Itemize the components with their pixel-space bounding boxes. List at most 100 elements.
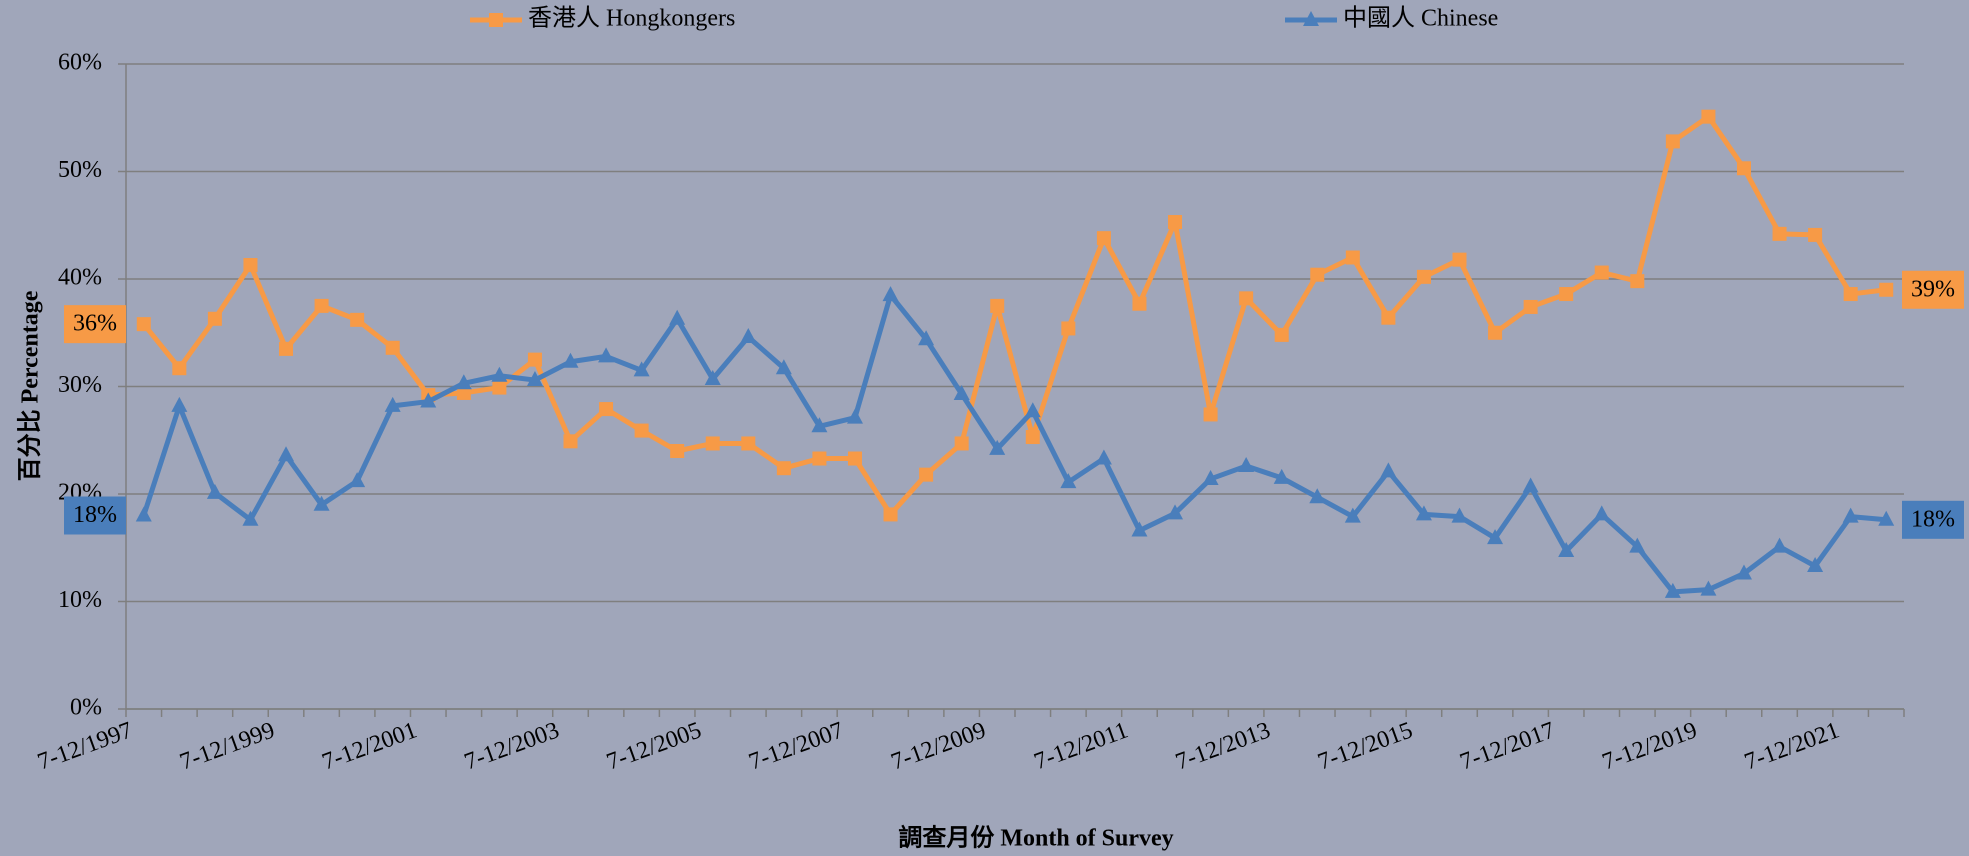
y-tick-label: 30% [58, 372, 102, 398]
marker [1593, 505, 1610, 521]
marker [776, 461, 791, 476]
value-label-box [1902, 500, 1964, 539]
marker [1629, 537, 1646, 553]
value-label: 18% [1911, 506, 1955, 532]
marker [492, 380, 507, 395]
marker [135, 506, 152, 522]
marker [1843, 287, 1858, 302]
marker [1415, 505, 1432, 521]
marker [385, 340, 400, 355]
marker [562, 352, 579, 368]
value-label: 36% [73, 311, 117, 337]
marker [1771, 537, 1788, 553]
marker [1523, 299, 1538, 314]
marker [1381, 310, 1396, 325]
marker [1344, 507, 1361, 523]
marker [1878, 510, 1895, 526]
marker [1594, 265, 1609, 280]
marker [384, 396, 401, 412]
marker [1203, 407, 1218, 422]
x-axis-title: 調查月份 Month of Survey [898, 824, 1173, 852]
marker [669, 309, 686, 325]
y-axis-title: 百分比 Percentage [17, 290, 44, 481]
y-tick-label: 0% [70, 695, 102, 721]
marker [633, 361, 650, 377]
marker [1452, 252, 1467, 267]
marker [1416, 269, 1431, 284]
marker [670, 444, 685, 458]
legend-label: 中國人 Chinese [1343, 5, 1498, 32]
marker [456, 385, 471, 400]
marker [1451, 507, 1468, 523]
marker [313, 495, 330, 511]
marker [1202, 469, 1219, 485]
marker [1168, 215, 1183, 230]
marker [1808, 227, 1823, 242]
marker [775, 359, 792, 375]
marker [1879, 282, 1894, 297]
marker [1665, 134, 1680, 149]
marker [1701, 109, 1716, 124]
marker [1630, 274, 1645, 289]
marker [1131, 521, 1148, 537]
marker [882, 286, 899, 302]
marker [491, 366, 508, 382]
marker [812, 451, 827, 466]
marker [1772, 226, 1787, 241]
marker [1096, 231, 1111, 246]
legend-marker [489, 13, 503, 27]
marker [705, 436, 720, 451]
marker [1488, 325, 1503, 340]
marker [1024, 402, 1041, 418]
marker [349, 472, 366, 488]
marker [526, 371, 543, 387]
marker [1132, 296, 1147, 311]
marker [136, 317, 151, 332]
marker [314, 298, 329, 313]
series-line [141, 292, 1887, 595]
legend-label: 香港人 Hongkongers [528, 5, 735, 32]
marker [1664, 582, 1681, 598]
marker [1095, 449, 1112, 465]
marker [455, 374, 472, 390]
value-label: 39% [1911, 276, 1955, 302]
marker [1309, 488, 1326, 504]
marker [350, 312, 365, 327]
marker [171, 396, 188, 412]
value-label: 18% [73, 502, 117, 528]
marker [1238, 457, 1255, 473]
legend-marker [1303, 11, 1319, 26]
y-tick-label: 60% [58, 50, 102, 76]
marker [278, 446, 295, 462]
marker [1736, 161, 1751, 176]
marker [1522, 477, 1539, 493]
marker [598, 347, 615, 363]
marker [1700, 580, 1717, 596]
marker [1345, 250, 1360, 265]
marker [599, 402, 614, 417]
marker [1274, 327, 1289, 342]
marker [1167, 504, 1184, 520]
marker [918, 330, 935, 346]
marker [953, 385, 970, 401]
value-label-box [64, 305, 126, 344]
marker [1025, 430, 1040, 445]
marker [1239, 291, 1254, 306]
marker [527, 352, 542, 367]
marker [847, 451, 862, 466]
y-tick-label: 50% [58, 157, 102, 183]
marker [1061, 321, 1076, 336]
marker [846, 408, 863, 424]
marker [919, 467, 934, 482]
marker [279, 341, 294, 356]
marker [740, 328, 757, 344]
marker [1310, 267, 1325, 282]
y-tick-label: 40% [58, 265, 102, 291]
marker [1273, 468, 1290, 484]
marker [1558, 541, 1575, 557]
marker [207, 311, 222, 326]
marker [1380, 462, 1397, 478]
marker [634, 423, 649, 438]
